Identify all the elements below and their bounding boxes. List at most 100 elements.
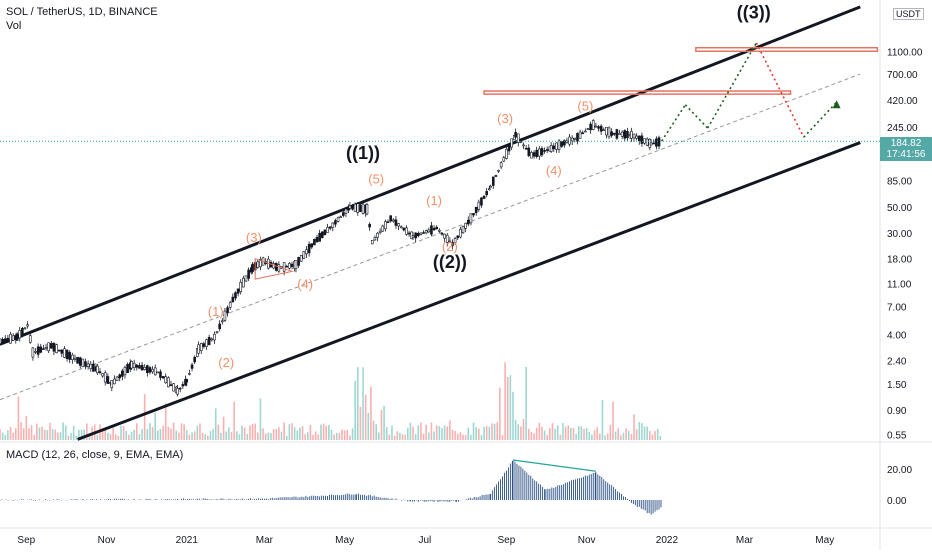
- volume-bar: [612, 401, 614, 440]
- volume-bar: [530, 431, 533, 440]
- candle-body: [323, 229, 327, 236]
- volume-bar: [275, 429, 278, 440]
- candle-body: [578, 131, 582, 139]
- candle-body: [328, 226, 332, 229]
- candle-body: [361, 203, 365, 214]
- volume-bar: [543, 430, 546, 440]
- volume-bar: [372, 420, 375, 440]
- volume-bar: [333, 434, 335, 440]
- volume-bar: [354, 380, 356, 440]
- candle-body: [448, 240, 452, 243]
- volume-bar: [554, 428, 556, 440]
- volume-bar: [146, 429, 149, 440]
- candle-body: [635, 135, 638, 139]
- volume-bar: [312, 434, 314, 440]
- last-price-countdown: 17:41:56: [886, 149, 926, 160]
- candle-body: [510, 138, 513, 148]
- candle-body: [402, 227, 406, 231]
- wave-label: ((3)): [737, 3, 771, 23]
- candle-body: [181, 384, 185, 387]
- volume-bar: [46, 430, 49, 440]
- candle-body: [584, 130, 587, 133]
- projection-arrowhead: [832, 100, 841, 109]
- candle-body: [126, 364, 129, 374]
- candle-body: [524, 148, 528, 150]
- volume-bar: [301, 426, 304, 440]
- volume-bar: [78, 429, 80, 440]
- volume-bar: [609, 424, 612, 440]
- volume-bar: [130, 431, 133, 440]
- candle-body: [397, 223, 400, 227]
- candle-body: [527, 147, 531, 156]
- volume-bar: [433, 431, 435, 440]
- wave-label: (2): [218, 355, 234, 370]
- candle-body: [132, 362, 136, 368]
- volume-bar: [428, 432, 430, 440]
- candle-body: [36, 346, 40, 355]
- candle-body: [597, 126, 600, 129]
- candle-body: [178, 387, 182, 390]
- candle-body: [477, 201, 481, 210]
- x-tick-label: 2021: [176, 535, 199, 546]
- volume-bar: [75, 435, 78, 440]
- volume-bar: [591, 434, 593, 440]
- candle-body: [365, 204, 369, 215]
- candle-body: [623, 130, 627, 139]
- candle-body: [581, 132, 585, 135]
- candle-body: [3, 338, 7, 342]
- volume-bar: [512, 391, 514, 440]
- volume-bar: [280, 431, 283, 440]
- candle-body: [626, 130, 629, 139]
- candle-body: [605, 126, 608, 136]
- candle-body: [356, 203, 360, 213]
- x-tick-label: Nov: [98, 535, 116, 546]
- candle-body: [586, 128, 590, 130]
- triangle-pattern: [254, 257, 294, 280]
- volume-bar: [217, 424, 220, 440]
- resistance-zone: [695, 46, 879, 53]
- volume-label: Vol: [6, 20, 22, 32]
- volume-bar: [49, 422, 51, 440]
- candle-body: [422, 232, 425, 234]
- candle-body: [18, 330, 22, 339]
- candle-body: [231, 296, 235, 303]
- volume-bar: [370, 386, 372, 440]
- x-tick-label: Sep: [498, 535, 516, 546]
- volume-bar: [285, 435, 288, 440]
- volume-bar: [64, 425, 67, 440]
- candle-body: [497, 169, 500, 172]
- wave-label: (1): [208, 304, 224, 319]
- candle-body: [299, 254, 303, 262]
- candle-body: [81, 358, 85, 367]
- channel-upper-line: [0, 5, 861, 346]
- resistance-zone: [483, 90, 792, 95]
- volume-bar: [251, 423, 254, 440]
- macd-divergence-line: [512, 459, 596, 472]
- candle-body: [65, 350, 69, 359]
- candle-body: [459, 228, 462, 238]
- candle-body: [640, 135, 644, 144]
- projection-segment: [706, 42, 758, 129]
- volume-bar: [43, 429, 46, 440]
- volume-bar: [646, 426, 648, 440]
- candle-body: [540, 148, 544, 156]
- channel-lower-line: [77, 141, 861, 441]
- volume-bar: [456, 433, 459, 440]
- candle-body: [15, 333, 19, 341]
- candle-body: [39, 346, 43, 353]
- volume-bar: [193, 431, 196, 440]
- volume-bar: [472, 422, 475, 440]
- candle-body: [98, 371, 102, 373]
- volume-bar: [435, 425, 438, 440]
- volume-bar: [617, 428, 620, 440]
- volume-bar: [485, 426, 488, 440]
- candle-body: [9, 333, 12, 344]
- volume-bar: [606, 433, 609, 440]
- volume-bar: [520, 426, 522, 440]
- candle-body: [86, 363, 90, 367]
- candle-body: [89, 363, 93, 369]
- volume-bar: [309, 425, 312, 440]
- candle-body: [251, 263, 254, 272]
- candle-body: [348, 205, 352, 209]
